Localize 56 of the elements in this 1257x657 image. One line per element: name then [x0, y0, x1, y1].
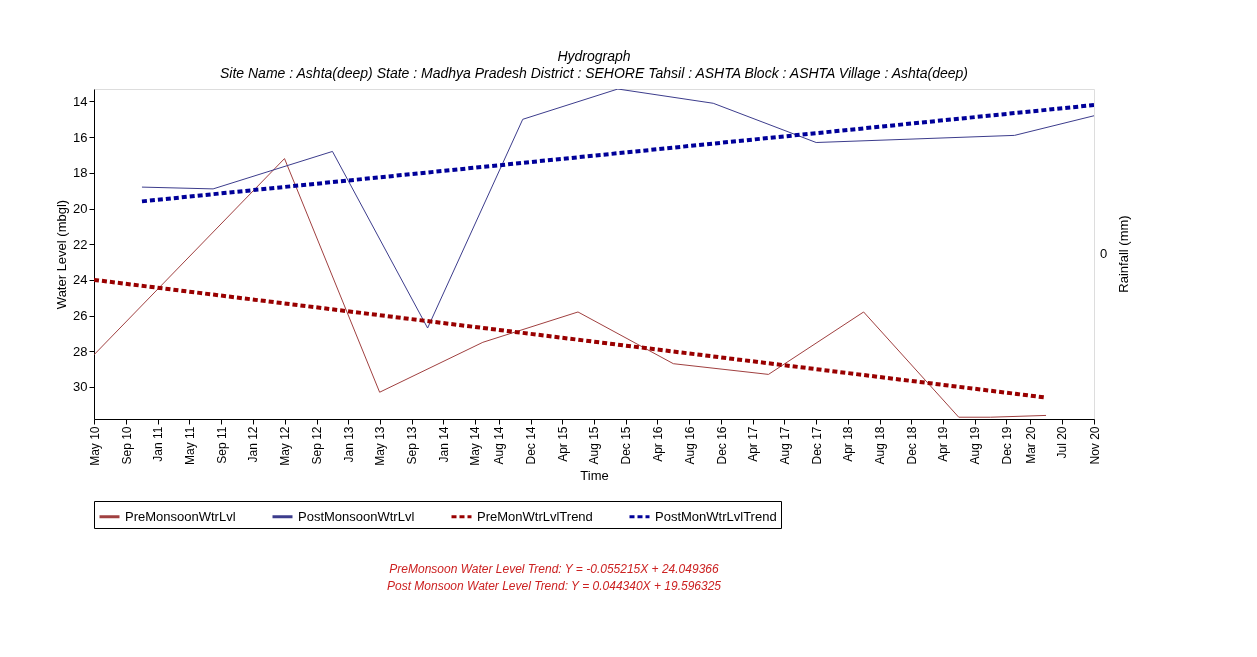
x-tick-label: Dec 19 [999, 426, 1014, 465]
x-tick-label: Nov 20 [1087, 426, 1102, 465]
x-tick-label: Dec 16 [714, 426, 729, 465]
y-tick-label: 22 [73, 236, 88, 252]
x-tick-label: Sep 10 [119, 426, 134, 465]
x-tick-label: Jan 14 [436, 426, 451, 463]
x-tick-label: Aug 17 [777, 426, 792, 465]
x-tick-label: Dec 14 [524, 426, 539, 465]
x-tick-label: Sep 13 [405, 426, 420, 465]
x-tick-label: Jan 13 [341, 426, 356, 463]
x-tick-label: Jul 20 [1055, 426, 1070, 459]
x-tick-label: Apr 16 [650, 426, 665, 462]
x-tick-label: Aug 16 [682, 426, 697, 465]
x-tick-label: May 10 [87, 426, 102, 466]
x-tick-label: Jan 11 [151, 426, 166, 462]
x-axis-title: Time [580, 467, 609, 483]
y-tick-label: 16 [73, 129, 88, 145]
x-tick-label: Dec 18 [904, 426, 919, 465]
y-tick-label: 30 [73, 379, 88, 395]
x-tick-label: May 12 [278, 426, 293, 466]
y-tick-label: 26 [73, 308, 88, 324]
legend-label: PreMonWtrLvlTrend [477, 508, 593, 524]
x-tick-label: Aug 18 [873, 426, 888, 465]
chart-title: Hydrograph [557, 48, 631, 64]
legend-label: PreMonsoonWtrLvl [125, 508, 236, 524]
y-axis-title: Water Level (mbgl) [54, 199, 70, 310]
x-tick-label: Jan 12 [246, 426, 261, 463]
x-tick-label: Aug 19 [968, 426, 983, 465]
text: PreMonsoon Water Level Trend: Y = -0.055215X + 24.049366 [389, 562, 719, 576]
x-tick-label: Sep 11 [214, 426, 229, 464]
x-tick-label: Dec 17 [809, 426, 824, 465]
x-tick-label: Mar 20 [1023, 426, 1038, 464]
y-tick-label: 14 [73, 93, 88, 109]
y-tick-label: 20 [73, 201, 88, 217]
x-tick-label: May 11 [182, 426, 197, 465]
text: Post Monsoon Water Level Trend: Y = 0.044340X + 19.596325 [386, 579, 722, 593]
text: 0 [1100, 246, 1108, 261]
x-tick-label: May 14 [468, 426, 483, 466]
legend-label: PostMonWtrLvlTrend [655, 508, 777, 524]
x-tick-label: Aug 14 [492, 426, 507, 465]
x-tick-label: Apr 17 [746, 426, 761, 462]
line-series [94, 158, 1047, 418]
x-tick-label: May 13 [373, 426, 388, 466]
x-tick-label: Sep 12 [310, 426, 325, 465]
y-tick-label: 24 [73, 272, 88, 288]
chart-subtitle: Site Name : Ashta(deep) State : Madhya Pradesh District : SEHORE Tahsil : ASHTA Block : ASHTA Village : Ashta(deep) [219, 65, 969, 81]
x-tick-label: Dec 15 [619, 426, 634, 465]
x-tick-label: Apr 18 [841, 426, 856, 462]
x-tick-label: Apr 15 [555, 426, 570, 462]
y-tick-label: 18 [73, 165, 88, 181]
y-tick-label: 28 [73, 343, 88, 359]
x-tick-label: Apr 19 [936, 426, 951, 462]
x-tick-label: Aug 15 [587, 426, 602, 465]
y2-axis-title: Rainfall (mm) [1116, 215, 1131, 293]
legend-label: PostMonsoonWtrLvl [298, 508, 415, 524]
line-series [141, 89, 1094, 329]
